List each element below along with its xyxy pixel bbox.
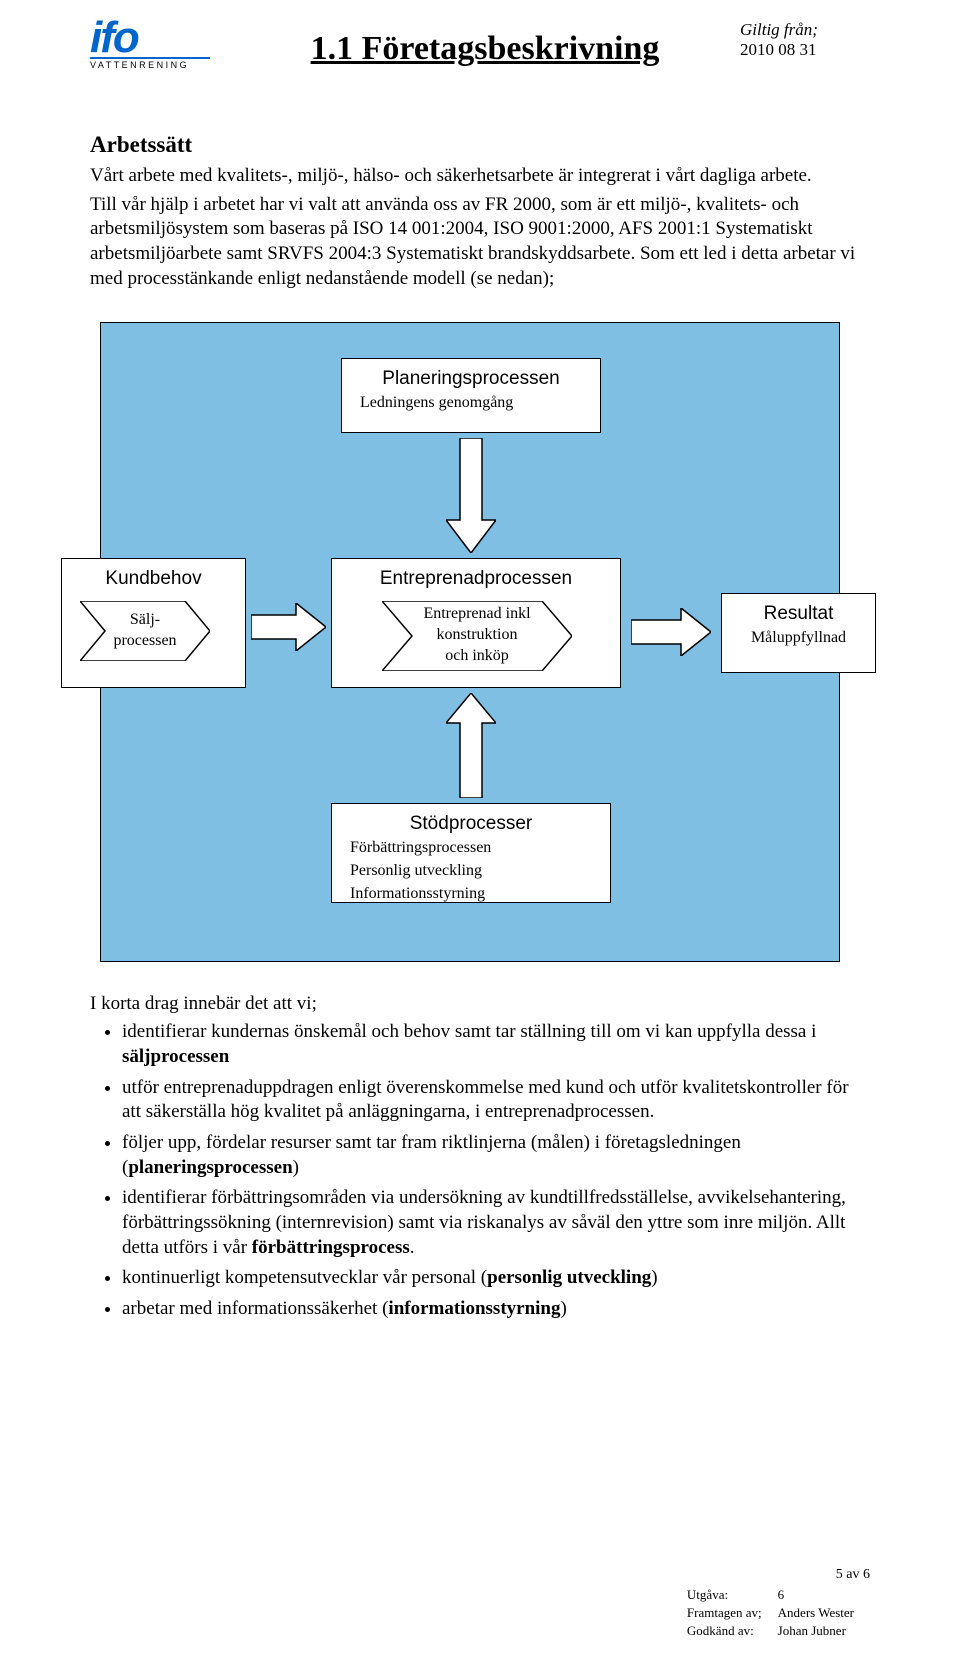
content: Arbetssätt Vårt arbete med kvalitets-, m… [90, 130, 870, 1322]
kund-inner-box: Sälj-processen [80, 601, 210, 661]
footer-table: Utgåva:6Framtagen av;Anders WesterGodkän… [685, 1585, 870, 1641]
footer-cell: Anders Wester [778, 1605, 868, 1621]
kund-box: Kundbehov Sälj-processen [61, 558, 246, 688]
entre-sub: Entreprenad inklkonstruktionoch inköp [417, 604, 536, 666]
logo-text: ifo [90, 20, 230, 55]
stod-box: Stödprocesser Förbättringsprocessen Pers… [331, 803, 611, 903]
after-lead: I korta drag innebär det att vi; [90, 992, 870, 1017]
valid-from-block: Giltig från; 2010 08 31 [740, 20, 870, 60]
kund-title: Kundbehov [62, 559, 245, 592]
stod-title: Stödprocesser [332, 804, 610, 837]
list-item: följer upp, fördelar resurser samt tar f… [122, 1131, 870, 1180]
process-diagram: Planeringsprocessen Ledningens genomgång… [90, 322, 850, 962]
footer-cell: Johan Jubner [778, 1623, 868, 1639]
entre-box: Entreprenadprocessen Entreprenad inklkon… [331, 558, 621, 688]
section-heading: Arbetssätt [90, 130, 870, 160]
page: ifo VATTENRENING 1.1 Företagsbeskrivning… [0, 0, 960, 1661]
footer-cell: Utgåva: [687, 1587, 776, 1603]
footer-meta: 5 av 6 Utgåva:6Framtagen av;Anders Weste… [685, 1567, 870, 1641]
stod-line-1: Personlig utveckling [332, 859, 610, 882]
list-item: identifierar kundernas önskemål och beho… [122, 1020, 870, 1069]
diagram-background: Planeringsprocessen Ledningens genomgång… [100, 322, 840, 962]
bullet-list: identifierar kundernas önskemål och beho… [90, 1020, 870, 1322]
result-box: Resultat Måluppfyllnad [721, 593, 876, 673]
arrow-right-1-icon [251, 603, 326, 651]
entre-inner-box: Entreprenad inklkonstruktionoch inköp [382, 601, 572, 671]
stod-line-2: Informationsstyrning [332, 882, 610, 905]
plan-box: Planeringsprocessen Ledningens genomgång [341, 358, 601, 433]
entre-title: Entreprenadprocessen [332, 559, 620, 592]
list-item: identifierar förbättringsområden via und… [122, 1186, 870, 1260]
kund-sub: Sälj-processen [107, 610, 182, 652]
body-text: Till vår hjälp i arbetet har vi valt att… [90, 193, 870, 292]
stod-line-0: Förbättringsprocessen [332, 836, 610, 859]
intro-text: Vårt arbete med kvalitets-, miljö-, häls… [90, 164, 870, 189]
arrow-up-icon [446, 693, 496, 798]
arrow-right-2-icon [631, 608, 711, 656]
result-sub: Måluppfyllnad [722, 626, 875, 649]
logo-block: ifo VATTENRENING [90, 20, 230, 70]
page-number: 5 av 6 [685, 1567, 870, 1583]
arrow-down-icon [446, 438, 496, 553]
valid-from-date: 2010 08 31 [740, 40, 870, 60]
result-title: Resultat [722, 594, 875, 627]
footer-cell: Godkänd av: [687, 1623, 776, 1639]
footer-cell: 6 [778, 1587, 868, 1603]
valid-from-label: Giltig från; [740, 20, 870, 40]
page-title: 1.1 Företagsbeskrivning [230, 30, 740, 68]
list-item: kontinuerligt kompetensutvecklar vår per… [122, 1266, 870, 1291]
plan-sub: Ledningens genomgång [342, 391, 600, 414]
header-row: ifo VATTENRENING 1.1 Företagsbeskrivning… [90, 20, 870, 70]
list-item: utför entreprenaduppdragen enligt överen… [122, 1076, 870, 1125]
title-block: 1.1 Företagsbeskrivning [230, 20, 740, 68]
plan-title: Planeringsprocessen [342, 359, 600, 392]
footer-cell: Framtagen av; [687, 1605, 776, 1621]
list-item: arbetar med informationssäkerhet (inform… [122, 1297, 870, 1322]
